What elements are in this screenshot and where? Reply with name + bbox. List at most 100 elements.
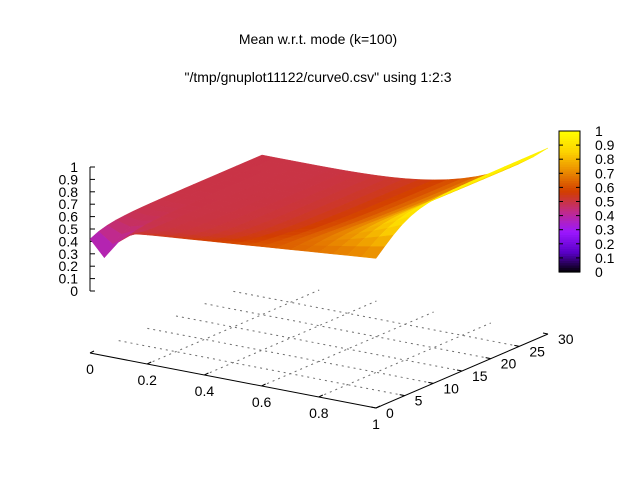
colorbox-segment <box>559 250 580 254</box>
x-tick <box>261 383 266 387</box>
x-tick-label: 0.6 <box>252 394 272 410</box>
y-tick-label: 10 <box>443 380 459 396</box>
colorbox-segment <box>559 225 580 228</box>
chart-subtitle: "/tmp/gnuplot11122/curve0.csv" using 1:2… <box>184 69 451 85</box>
y-tick-label: 25 <box>529 343 545 359</box>
colorbox-segment <box>559 131 580 134</box>
colorbox-segment <box>559 269 580 273</box>
colorbox-segment <box>559 152 580 156</box>
colorbox-tick-label: 0.4 <box>595 208 615 224</box>
colorbox-segment <box>559 243 580 247</box>
colorbox-segment <box>559 170 580 174</box>
colorbox <box>558 130 581 273</box>
colorbox-segment <box>559 138 580 141</box>
z-tick-label: 0.3 <box>59 246 79 262</box>
colorbox-segment <box>559 189 580 193</box>
x-tick-label: 0.4 <box>195 383 215 399</box>
colorbox-segment <box>559 154 580 158</box>
colorbox-segment <box>559 241 580 245</box>
colorbox-segment <box>559 182 580 186</box>
x-tick <box>89 350 95 354</box>
colorbox-segment <box>559 199 580 203</box>
colorbox-segment <box>559 149 580 153</box>
z-tick-label: 0 <box>70 283 78 299</box>
y-tick <box>428 381 434 384</box>
colorbox-segment <box>559 217 580 221</box>
colorbox-segment <box>559 253 580 257</box>
grid-line-x <box>318 322 491 398</box>
colorbox-tick-label: 0.7 <box>595 165 615 181</box>
y-tick-label: 5 <box>415 393 423 409</box>
colorbox-segment <box>559 206 580 210</box>
axes-layer <box>89 166 549 409</box>
colorbox-segment <box>559 163 580 167</box>
z-tick-label: 0.7 <box>59 196 79 212</box>
grid-line-y <box>118 340 405 397</box>
colorbox-segment <box>559 133 580 137</box>
colorbox-tick-label: 0.6 <box>595 179 615 195</box>
grid-line-x <box>147 289 320 365</box>
colorbox-segment <box>559 255 580 259</box>
x-tick-label: 1 <box>372 416 380 432</box>
colorbox-segment <box>559 140 580 144</box>
grid-line-y <box>147 327 434 384</box>
colorbox-tick-label: 0 <box>595 264 603 280</box>
colorbox-tick-label: 0.5 <box>595 194 615 210</box>
colorbox-segment <box>559 213 580 217</box>
colorbox-segment <box>559 215 580 219</box>
grid-layer <box>118 289 520 398</box>
colorbox-segment <box>559 166 580 170</box>
colorbox-segment <box>559 159 580 163</box>
colorbox-segment <box>559 145 580 149</box>
colorbox-segment <box>559 220 580 224</box>
colorbox-segment <box>559 227 580 231</box>
colorbox-segment <box>559 222 580 226</box>
colorbox-segment <box>559 248 580 252</box>
colorbox-segment <box>559 246 580 250</box>
colorbox-segment <box>559 262 580 266</box>
colorbox-segment <box>559 267 580 271</box>
colorbox-segment <box>559 187 580 191</box>
grid-line-x <box>204 300 377 376</box>
y-tick <box>370 406 377 409</box>
y-tick-label: 30 <box>558 331 574 347</box>
y-tick <box>514 344 520 347</box>
surface-layer <box>89 147 549 259</box>
surface-cell <box>361 246 386 259</box>
x-tick-label: 0.8 <box>309 405 329 421</box>
colorbox-segment <box>559 236 580 240</box>
tick-labels-layer: 00.20.40.60.8105101520253000.10.20.30.40… <box>59 123 615 432</box>
colorbox-segment <box>559 175 580 179</box>
colorbox-segment <box>559 185 580 188</box>
z-tick-label: 0.2 <box>59 258 79 274</box>
colorbox-segment <box>559 161 580 165</box>
x-tick <box>146 361 152 365</box>
colorbox-segment <box>559 135 580 139</box>
colorbox-segment <box>559 203 580 207</box>
colorbox-segment <box>559 234 580 238</box>
colorbox-segment <box>559 156 580 160</box>
colorbox-segment <box>559 208 580 212</box>
colorbox-segment <box>559 260 580 264</box>
colorbox-segment <box>559 196 580 200</box>
colorbox-segment <box>559 201 580 205</box>
y-tick <box>399 394 405 397</box>
colorbox-tick-label: 0.1 <box>595 250 615 266</box>
z-tick-label: 0.5 <box>59 221 79 237</box>
colorbox-segment <box>559 178 580 181</box>
z-tick-label: 0.6 <box>59 209 79 225</box>
x-tick <box>375 405 381 409</box>
colorbox-segment <box>559 173 580 177</box>
colorbox-segment <box>559 229 580 233</box>
z-tick-label: 1 <box>70 159 78 175</box>
colorbox-segment <box>559 194 580 198</box>
colorbox-tick-label: 0.9 <box>595 137 615 153</box>
colorbox-segment <box>559 264 580 268</box>
x-tick-label: 0.2 <box>137 372 157 388</box>
z-tick-label: 0.4 <box>59 233 79 249</box>
colorbox-segment <box>559 257 580 261</box>
colorbox-segment <box>559 142 580 146</box>
colorbox-segment <box>559 192 580 196</box>
